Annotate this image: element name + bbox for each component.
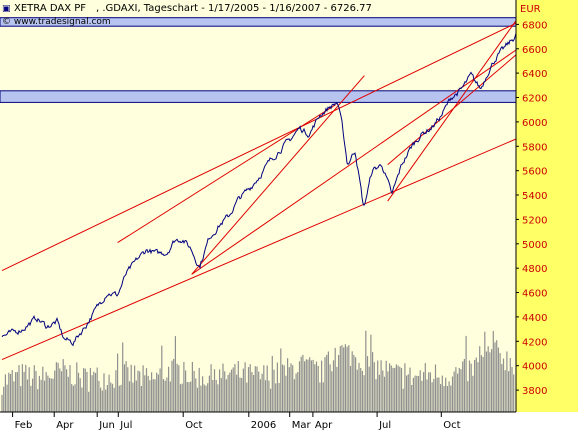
price-tick-label-3800: 3800 xyxy=(522,386,547,397)
date-axis: Feb Apr Jun Jul Oct 2006 Mar Apr Jul Oct xyxy=(0,411,516,431)
trend-line-3 xyxy=(191,75,365,275)
date-tick-label-0: Feb xyxy=(15,420,33,431)
chart-header: ▣ XETRA DAX PF , .GDAXI, Tageschart - 1/… xyxy=(2,3,541,27)
volume-bars xyxy=(1,330,515,412)
trend-line-5 xyxy=(387,54,517,165)
price-tick-label-4400: 4400 xyxy=(522,313,547,324)
date-tick-label-7: Apr xyxy=(315,420,333,431)
plot-background xyxy=(0,0,516,412)
price-axis: 3800 4000 4200 4400 4600 4800 5000 5200 5400 5600… xyxy=(515,0,547,412)
price-tick-label-6000: 6000 xyxy=(522,118,547,129)
price-axis-background xyxy=(516,0,578,442)
price-tick-label-4200: 4200 xyxy=(522,337,547,348)
price-tick-label-4600: 4600 xyxy=(522,289,547,300)
price-tick-label-6800: 6800 xyxy=(522,20,547,31)
price-tick-label-5800: 5800 xyxy=(522,142,547,153)
price-series xyxy=(1,33,517,347)
trend-line-6 xyxy=(387,20,517,202)
price-tick-label-6400: 6400 xyxy=(522,69,547,80)
date-axis-background xyxy=(0,412,578,442)
trend-line-1 xyxy=(1,22,517,272)
price-tick-label-6600: 6600 xyxy=(522,45,547,56)
price-tick-label-5400: 5400 xyxy=(522,191,547,202)
price-tick-label-5600: 5600 xyxy=(522,167,547,178)
date-tick-label-4: Oct xyxy=(185,420,202,431)
chart-source: © www.tradesignal.com xyxy=(2,17,111,27)
chart-instrument: XETRA DAX PF xyxy=(14,3,86,14)
chart-subtitle: , .GDAXI, Tageschart - 1/17/2005 - 1/16/… xyxy=(96,3,372,14)
price-tick-label-5000: 5000 xyxy=(522,240,547,251)
date-tick-label-6: Mar xyxy=(292,420,312,431)
currency-label: EUR xyxy=(520,4,541,15)
price-tick-label-6200: 6200 xyxy=(522,94,547,105)
date-tick-label-3: Jul xyxy=(119,420,132,431)
date-tick-label-9: Oct xyxy=(443,420,460,431)
date-tick-label-5: 2006 xyxy=(251,420,276,431)
price-tick-label-4000: 4000 xyxy=(522,362,547,373)
price-tick-label-4800: 4800 xyxy=(522,264,547,275)
price-line xyxy=(1,33,517,347)
date-tick-label-8: Jul xyxy=(378,420,391,431)
price-band-1 xyxy=(0,90,517,103)
date-tick-label-1: Apr xyxy=(56,420,74,431)
date-tick-label-2: Jun xyxy=(98,420,115,431)
price-tick-label-5200: 5200 xyxy=(522,215,547,226)
header-icon: ▣ xyxy=(2,4,11,14)
